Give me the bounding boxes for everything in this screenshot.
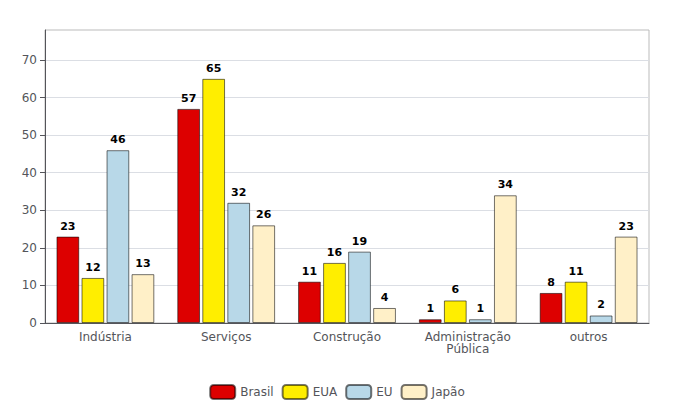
svg-text:outros: outros (570, 330, 608, 344)
svg-text:8: 8 (547, 276, 555, 289)
svg-text:0: 0 (29, 316, 37, 330)
svg-text:Construção: Construção (313, 330, 381, 344)
svg-text:10: 10 (22, 278, 37, 292)
svg-text:65: 65 (206, 62, 221, 75)
svg-text:34: 34 (498, 178, 514, 191)
svg-text:26: 26 (256, 208, 272, 221)
svg-text:Serviços: Serviços (201, 330, 252, 344)
svg-text:32: 32 (231, 186, 246, 199)
svg-text:Indústria: Indústria (79, 330, 132, 344)
svg-text:13: 13 (135, 257, 150, 270)
svg-text:50: 50 (22, 128, 37, 142)
svg-text:60: 60 (22, 91, 37, 105)
svg-text:1: 1 (426, 302, 434, 315)
svg-text:11: 11 (568, 265, 583, 278)
svg-text:30: 30 (22, 203, 37, 217)
svg-text:16: 16 (327, 246, 343, 259)
svg-text:EUA: EUA (313, 385, 338, 399)
svg-text:Japão: Japão (431, 385, 465, 399)
svg-text:46: 46 (110, 133, 126, 146)
svg-text:12: 12 (85, 261, 100, 274)
svg-text:6: 6 (451, 283, 459, 296)
svg-text:Administração: Administração (424, 330, 511, 344)
svg-text:11: 11 (302, 265, 317, 278)
svg-text:20: 20 (22, 241, 37, 255)
svg-text:57: 57 (181, 92, 196, 105)
svg-text:4: 4 (381, 291, 389, 304)
svg-text:Brasil: Brasil (240, 385, 273, 399)
svg-text:70: 70 (22, 53, 37, 67)
svg-text:23: 23 (618, 220, 633, 233)
svg-text:23: 23 (60, 220, 75, 233)
svg-text:1: 1 (476, 302, 484, 315)
svg-text:40: 40 (22, 166, 37, 180)
svg-text:19: 19 (352, 235, 367, 248)
svg-text:2: 2 (597, 298, 605, 311)
svg-text:EU: EU (376, 385, 392, 399)
svg-text:Pública: Pública (446, 342, 489, 356)
